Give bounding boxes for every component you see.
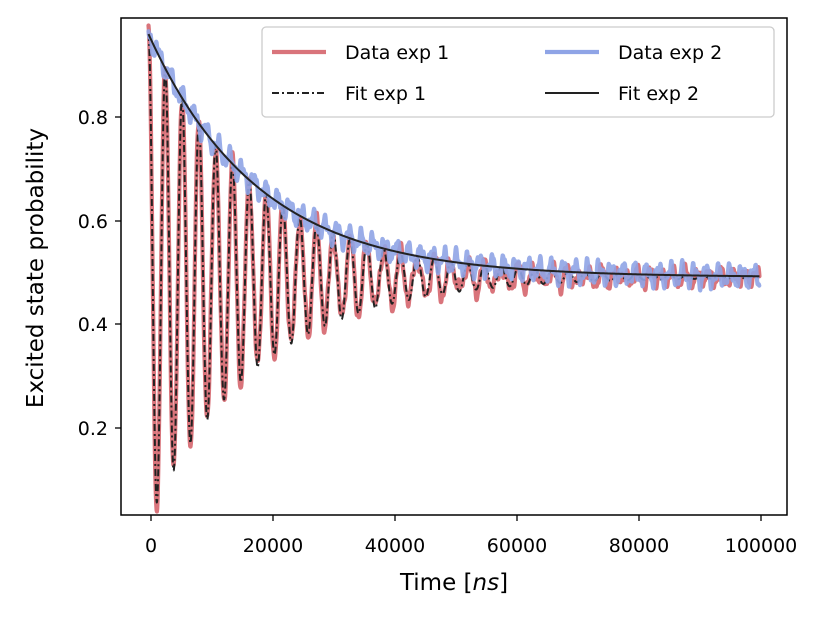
x-axis-label: Time [ns] (399, 570, 508, 596)
series-fit-exp-2 (147, 33, 760, 278)
x-tick-label-40000: 40000 (365, 535, 425, 557)
y-axis: 0.8 0.6 0.4 0.2 Excited state probabilit… (23, 107, 121, 440)
y-tick-label-0.8: 0.8 (78, 107, 108, 129)
y-axis-label: Excited state probability (23, 128, 49, 408)
x-tick-label-60000: 60000 (487, 535, 547, 557)
legend: Data exp 1 Fit exp 1 Data exp 2 Fit exp … (261, 26, 775, 118)
y-tick-label-0.6: 0.6 (78, 211, 108, 233)
legend-box (261, 26, 775, 118)
x-axis-label-unit: ns (473, 570, 500, 596)
legend-label-fit-exp-1: Fit exp 1 (345, 83, 426, 105)
x-tick-label-0: 0 (145, 535, 157, 557)
x-axis-label-prefix: Time [ (399, 570, 473, 596)
plot-frame (120, 17, 788, 516)
y-tick-label-0.2: 0.2 (78, 418, 108, 440)
legend-label-data-exp-1: Data exp 1 (345, 42, 449, 64)
plot-lines (146, 23, 762, 514)
x-axis-label-suffix: ] (499, 570, 508, 596)
x-tick-label-80000: 80000 (609, 535, 669, 557)
legend-label-data-exp-2: Data exp 2 (618, 42, 722, 64)
x-tick-label-20000: 20000 (243, 535, 303, 557)
x-axis: 0 20000 40000 60000 80000 100000 Time [n… (145, 515, 797, 596)
legend-label-fit-exp-2: Fit exp 2 (618, 83, 699, 105)
x-tick-label-100000: 100000 (725, 535, 798, 557)
y-tick-label-0.4: 0.4 (78, 314, 108, 336)
